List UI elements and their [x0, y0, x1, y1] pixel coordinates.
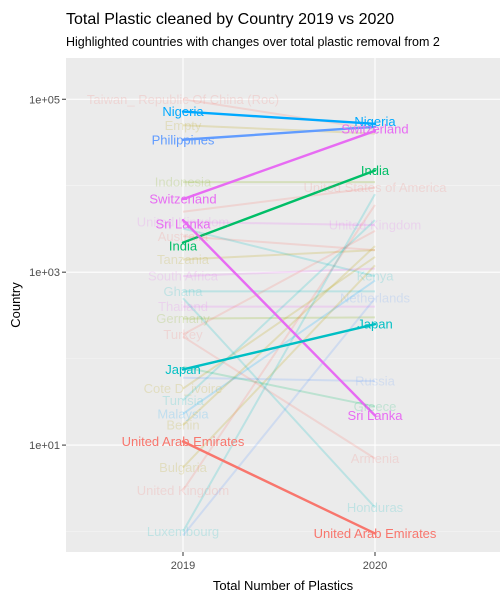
country-label: India	[361, 163, 390, 178]
country-label: Switzerland	[149, 192, 216, 207]
country-label: India	[169, 239, 198, 254]
faded-series-line	[182, 124, 376, 135]
country-label-faded: Germany	[156, 311, 210, 326]
country-label-faded: Empty	[165, 118, 202, 133]
faded-series-line	[182, 245, 376, 426]
faded-series-line	[182, 366, 376, 408]
highlighted-series-line	[181, 129, 377, 201]
faded-series-line	[182, 221, 376, 227]
faded-series-line	[182, 227, 376, 278]
faded-series-line	[182, 219, 376, 401]
country-label-faded: Taiwan_ Republic Of China (Roc)	[87, 92, 279, 107]
faded-series-line	[182, 249, 376, 261]
faded-series-line	[182, 193, 376, 533]
country-label-faded: South Africa	[148, 269, 219, 284]
country-label-faded: United Kingdom	[137, 215, 230, 230]
country-label-faded: United Kingdom	[329, 218, 422, 233]
faded-series-line	[182, 256, 376, 390]
plot-panel	[66, 58, 500, 552]
country-label-faded: Thailand	[158, 299, 208, 314]
highlighted-series-lines	[181, 110, 377, 535]
country-label-faded: Honduras	[347, 500, 404, 515]
faded-series-line	[182, 186, 376, 213]
x-tick-label: 2020	[363, 560, 387, 572]
highlighted-series-line	[181, 125, 377, 141]
country-label: United Arab Emirates	[314, 526, 437, 541]
faded-series-line	[182, 376, 376, 383]
country-label: Sri Lanka	[156, 217, 212, 232]
country-label-faded: United States of America	[303, 180, 447, 195]
y-tick-label: 1e+05	[29, 94, 60, 106]
faded-series-line	[182, 297, 376, 537]
faded-series-line	[182, 335, 376, 460]
faded-series-line	[182, 264, 376, 469]
country-label-faded: Luxembourg	[147, 524, 219, 539]
country-label: United Arab Emirates	[122, 434, 245, 449]
country-label: Switzerland	[341, 122, 408, 137]
country-label-faded: Greece	[354, 399, 397, 414]
country-label-faded: Kenya	[357, 269, 395, 284]
country-label-faded: Bulgaria	[159, 460, 207, 475]
highlighted-series-line	[181, 440, 377, 535]
country-label-faded: Netherlands	[340, 291, 411, 306]
y-tick-label: 1e+01	[29, 440, 60, 452]
country-label-faded: Malaysia	[157, 406, 209, 421]
y-tick-label: 1e+03	[29, 267, 60, 279]
country-label-faded: Cote D_ivoire	[144, 381, 223, 396]
country-label: Japan	[357, 317, 392, 332]
country-label-faded: Russia	[355, 374, 396, 389]
y-axis: 1e+01 1e+03 1e+05	[29, 94, 66, 452]
country-label-faded: Tanzania	[157, 252, 210, 267]
country-label-faded: Tunisia	[162, 393, 204, 408]
highlighted-series-line	[181, 110, 377, 126]
country-label-faded: Indonesia	[155, 175, 212, 190]
x-axis: 2019 2020	[171, 552, 387, 572]
x-axis-title: Total Number of Plastics	[213, 578, 354, 593]
highlighted-series-line	[181, 218, 377, 417]
y-axis-title: Country	[8, 282, 23, 328]
faded-series-line	[182, 297, 376, 509]
highlighted-series-line	[181, 323, 377, 371]
highlighted-series-line	[181, 169, 377, 244]
country-label: Japan	[165, 362, 200, 377]
chart-subtitle: Highlighted countries with changes over …	[66, 35, 440, 49]
country-label: Philippines	[152, 132, 215, 147]
country-label-faded: Benin	[166, 418, 199, 433]
country-label-faded: Armenia	[351, 451, 400, 466]
country-label-faded: Australia	[158, 229, 209, 244]
faded-series-line	[182, 267, 376, 278]
country-label: Sri Lanka	[348, 408, 404, 423]
faded-series-line	[182, 98, 376, 131]
country-label-faded: Turkey	[163, 327, 203, 342]
x-tick-label: 2019	[171, 560, 195, 572]
grid-lines	[66, 58, 500, 552]
country-label-faded: United Kingdom	[137, 483, 230, 498]
country-label: Nigeria	[354, 114, 396, 129]
faded-series-line	[182, 235, 376, 252]
labels-2019: Taiwan_ Republic Of China (Roc)NigeriaEm…	[87, 92, 279, 539]
faded-series-line	[182, 230, 376, 336]
country-label: Nigeria	[162, 104, 204, 119]
chart-title: Total Plastic cleaned by Country 2019 vs…	[66, 11, 394, 28]
country-label-faded: Ghana	[163, 284, 203, 299]
